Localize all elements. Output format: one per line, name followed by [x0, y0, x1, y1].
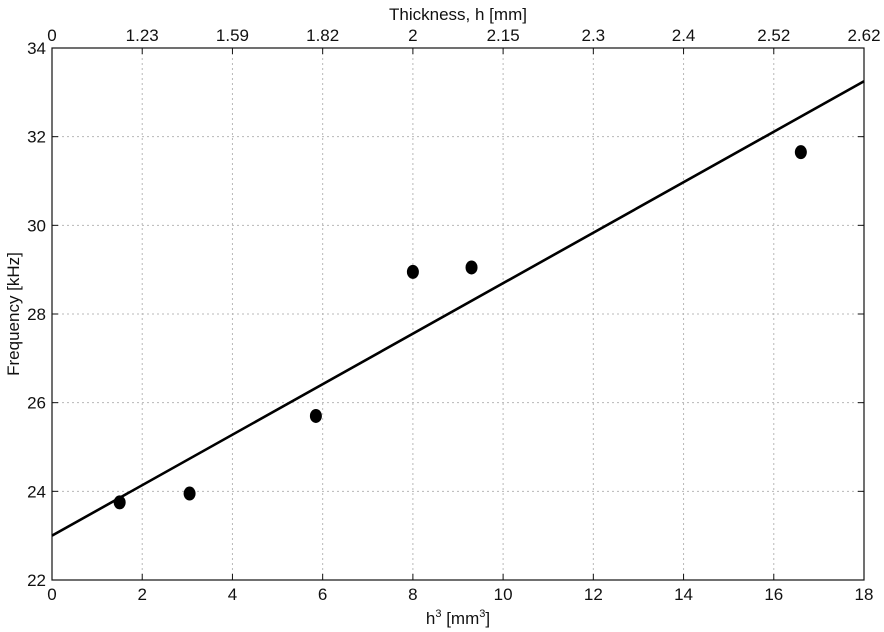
data-point — [113, 495, 126, 510]
x-axis-title-base: h — [426, 609, 435, 628]
x-tick-label: 18 — [855, 585, 874, 604]
data-point — [465, 260, 478, 275]
top-tick-label: 2.15 — [487, 26, 520, 45]
x-tick-label: 4 — [228, 585, 237, 604]
data-point — [794, 145, 807, 160]
x-axis-title: h3 [mm3] — [426, 608, 490, 628]
x-axis-title-superscript: 3 — [435, 608, 441, 620]
top-tick-label: 1.59 — [216, 26, 249, 45]
top-tick-label: 2.4 — [672, 26, 696, 45]
top-tick-label: 0 — [47, 26, 56, 45]
data-point — [406, 264, 419, 279]
top-tick-label: 2.62 — [847, 26, 880, 45]
y-tick-label: 28 — [27, 305, 46, 324]
data-point — [183, 486, 196, 501]
y-tick-label: 22 — [27, 571, 46, 590]
top-tick-label: 2.52 — [757, 26, 790, 45]
y-tick-label: 32 — [27, 128, 46, 147]
x-axis-title-unit: [mm — [441, 609, 479, 628]
x-tick-label: 14 — [674, 585, 693, 604]
x-tick-label: 6 — [318, 585, 327, 604]
y-tick-label: 30 — [27, 216, 46, 235]
top-tick-label: 1.23 — [126, 26, 159, 45]
x-tick-label: 8 — [408, 585, 417, 604]
y-tick-label: 24 — [27, 482, 46, 501]
top-tick-label: 2.3 — [582, 26, 606, 45]
x-tick-label: 12 — [584, 585, 603, 604]
tick-marks — [51, 47, 865, 581]
x-axis-title-unit-superscript: 3 — [479, 608, 485, 620]
x-tick-label: 2 — [137, 585, 146, 604]
data-layer — [51, 80, 865, 537]
tick-labels: 0 2 4 6 8 10 12 14 16 180 1.23 1.59 1.82 2 2.15 2.3 2.4 2… — [27, 26, 880, 604]
y-tick-label: 26 — [27, 394, 46, 413]
top-tick-label: 2 — [408, 26, 417, 45]
y-tick-label: 34 — [27, 39, 46, 58]
x-tick-label: 16 — [764, 585, 783, 604]
y-axis-title: Frequency [kHz] — [4, 252, 23, 376]
x-axis-title-unit-close: ] — [485, 609, 490, 628]
top-tick-label: 1.82 — [306, 26, 339, 45]
x-tick-label: 10 — [494, 585, 513, 604]
grid — [52, 48, 864, 580]
x-tick-label: 0 — [47, 585, 56, 604]
top-axis-title: Thickness, h [mm] — [389, 5, 527, 24]
data-point — [309, 408, 322, 423]
fit-line — [51, 80, 865, 537]
